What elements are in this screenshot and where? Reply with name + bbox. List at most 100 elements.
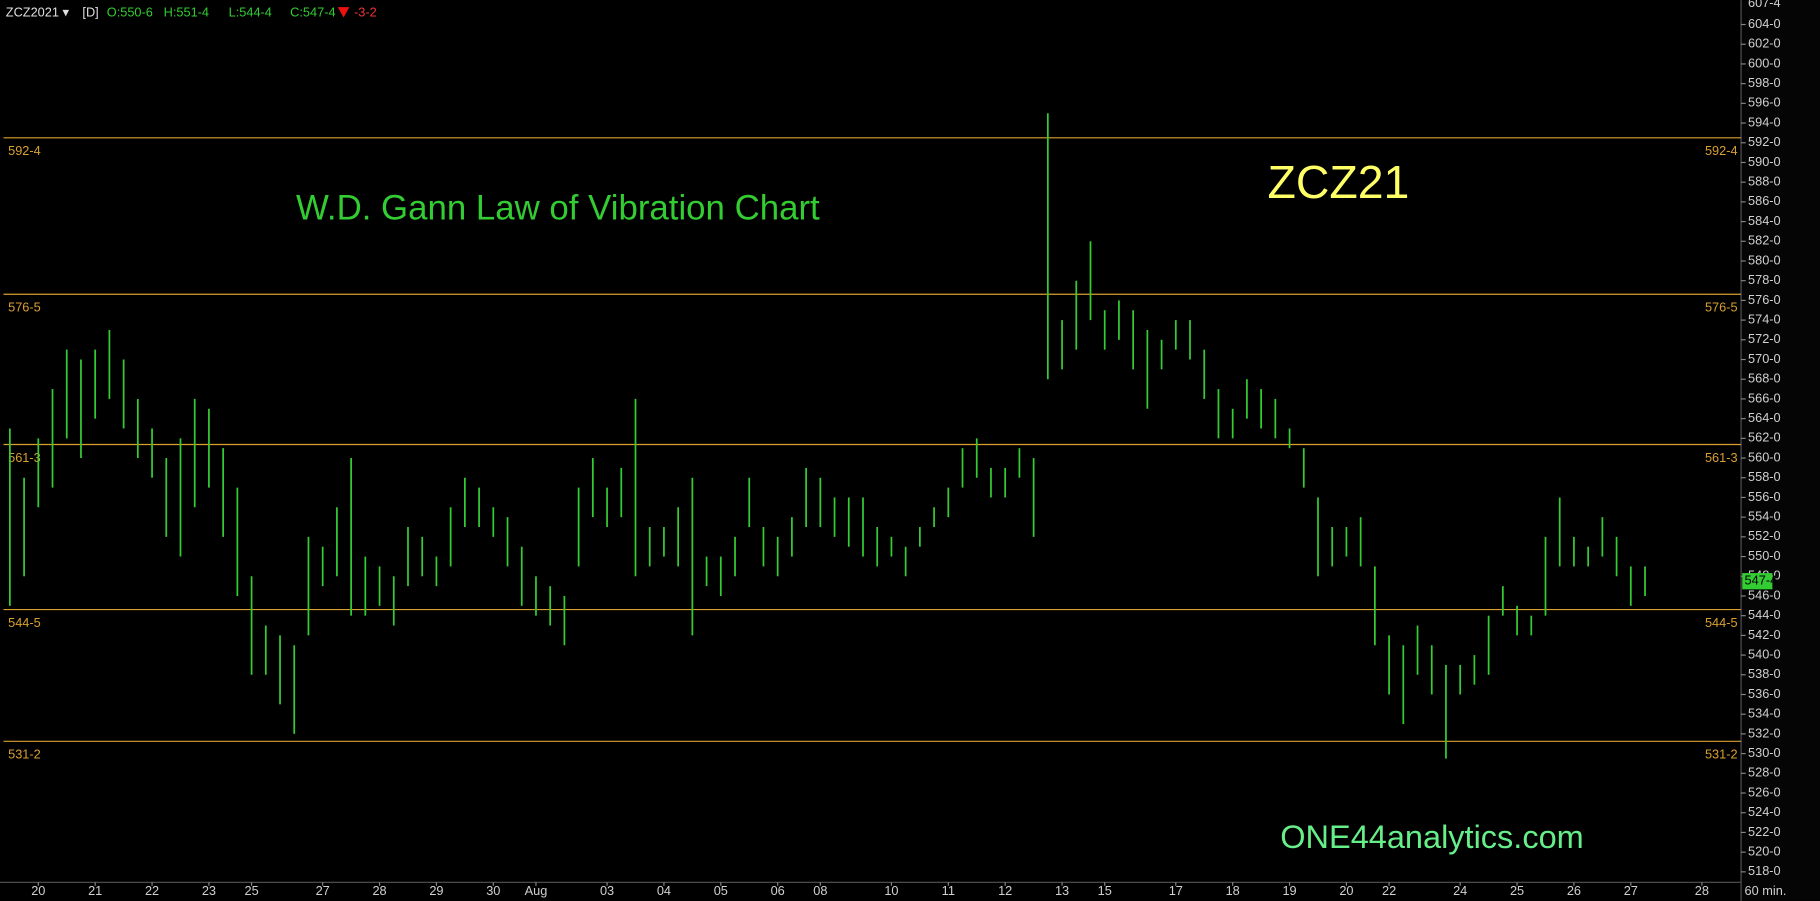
y-tick-label: 600-0 xyxy=(1748,55,1781,70)
x-tick-label: 28 xyxy=(372,883,386,898)
y-tick-label: 592-0 xyxy=(1748,134,1781,149)
x-tick-label: 12 xyxy=(998,883,1012,898)
last-price-label: 547-4 xyxy=(1745,573,1778,588)
level-label-left: 592-4 xyxy=(8,143,41,158)
x-tick-label: 27 xyxy=(316,883,330,898)
y-tick-label: 566-0 xyxy=(1748,390,1781,405)
level-label-right: 576-5 xyxy=(1705,300,1738,315)
y-tick-label: 574-0 xyxy=(1748,311,1781,326)
y-tick-label: 536-0 xyxy=(1748,686,1781,701)
y-tick-label: 544-0 xyxy=(1748,607,1781,622)
level-label-right: 544-5 xyxy=(1705,615,1738,630)
y-tick-label: 584-0 xyxy=(1748,213,1781,228)
x-tick-label: 13 xyxy=(1055,883,1069,898)
y-tick-label: 580-0 xyxy=(1748,252,1781,267)
x-tick-label: 20 xyxy=(31,883,45,898)
x-tick-label: 03 xyxy=(600,883,614,898)
y-tick-label: 554-0 xyxy=(1748,509,1781,524)
y-tick-label: 596-0 xyxy=(1748,95,1781,110)
symbol-label: ZCZ21 xyxy=(1268,156,1410,208)
level-label-right: 592-4 xyxy=(1705,143,1738,158)
y-tick-label: 558-0 xyxy=(1748,469,1781,484)
header-interval[interactable]: [D] xyxy=(82,4,98,19)
x-tick-label: 23 xyxy=(202,883,216,898)
y-tick-label: 578-0 xyxy=(1748,272,1781,287)
y-tick-label: 534-0 xyxy=(1748,706,1781,721)
header-close: C:547-4 xyxy=(290,4,335,19)
timeframe-label[interactable]: 60 min. xyxy=(1745,883,1787,898)
x-tick-label: 19 xyxy=(1282,883,1296,898)
y-tick-label: 562-0 xyxy=(1748,430,1781,445)
level-label-left: 544-5 xyxy=(8,615,41,630)
level-label-right: 531-2 xyxy=(1705,747,1738,762)
header-change: -3-2 xyxy=(354,4,377,19)
x-tick-label: 26 xyxy=(1567,883,1581,898)
x-tick-label: 10 xyxy=(884,883,898,898)
y-tick-label: 522-0 xyxy=(1748,824,1781,839)
header-high: H:551-4 xyxy=(164,4,209,19)
y-tick-label: 607-4 xyxy=(1748,0,1781,10)
x-tick-label: 17 xyxy=(1169,883,1183,898)
down-arrow xyxy=(337,7,350,18)
y-tick-label: 530-0 xyxy=(1748,745,1781,760)
x-tick-label: 04 xyxy=(657,883,671,898)
y-tick-label: 582-0 xyxy=(1748,233,1781,248)
y-tick-label: 572-0 xyxy=(1748,331,1781,346)
level-label-left: 561-3 xyxy=(8,450,41,465)
x-tick-label: 21 xyxy=(88,883,102,898)
y-tick-label: 576-0 xyxy=(1748,292,1781,307)
y-tick-label: 598-0 xyxy=(1748,75,1781,90)
y-tick-label: 526-0 xyxy=(1748,784,1781,799)
price-axis-area xyxy=(1741,0,1820,901)
y-tick-label: 570-0 xyxy=(1748,351,1781,366)
y-tick-label: 520-0 xyxy=(1748,844,1781,859)
y-tick-label: 604-0 xyxy=(1748,16,1781,31)
y-tick-label: 564-0 xyxy=(1748,410,1781,425)
y-tick-label: 552-0 xyxy=(1748,528,1781,543)
x-tick-label: 25 xyxy=(1510,883,1524,898)
y-tick-label: 602-0 xyxy=(1748,36,1781,51)
y-tick-label: 590-0 xyxy=(1748,154,1781,169)
x-tick-label: Aug xyxy=(525,883,548,898)
x-tick-label: 28 xyxy=(1695,883,1709,898)
x-tick-label: 08 xyxy=(813,883,827,898)
chart-title: W.D. Gann Law of Vibration Chart xyxy=(296,188,820,227)
x-tick-label: 22 xyxy=(1382,883,1396,898)
level-label-left: 576-5 xyxy=(8,300,41,315)
y-tick-label: 550-0 xyxy=(1748,548,1781,563)
y-tick-label: 532-0 xyxy=(1748,725,1781,740)
y-tick-label: 568-0 xyxy=(1748,371,1781,386)
y-tick-label: 556-0 xyxy=(1748,489,1781,504)
x-tick-label: 24 xyxy=(1453,883,1467,898)
x-tick-label: 18 xyxy=(1226,883,1240,898)
x-tick-label: 22 xyxy=(145,883,159,898)
y-tick-label: 540-0 xyxy=(1748,646,1781,661)
y-tick-label: 528-0 xyxy=(1748,765,1781,780)
x-tick-label: 30 xyxy=(486,883,500,898)
last-price-marker xyxy=(1742,573,1773,590)
y-tick-label: 518-0 xyxy=(1748,863,1781,878)
y-tick-label: 546-0 xyxy=(1748,587,1781,602)
x-tick-label: 05 xyxy=(714,883,728,898)
x-tick-label: 25 xyxy=(244,883,258,898)
x-tick-label: 15 xyxy=(1098,883,1112,898)
header-open: O:550-6 xyxy=(107,4,153,19)
x-tick-label: 20 xyxy=(1339,883,1353,898)
x-tick-label: 06 xyxy=(771,883,785,898)
y-tick-label: 524-0 xyxy=(1748,804,1781,819)
watermark: ONE44analytics.com xyxy=(1280,819,1583,855)
level-label-right: 561-3 xyxy=(1705,450,1738,465)
plot: 518-0 520-0 522-0 524-0 526-0 528-0 530-0 532-0… xyxy=(3,0,1781,898)
y-tick-label: 538-0 xyxy=(1748,666,1781,681)
x-tick-label: 27 xyxy=(1624,883,1638,898)
y-tick-label: 588-0 xyxy=(1748,174,1781,189)
y-tick-label: 542-0 xyxy=(1748,627,1781,642)
y-tick-label: 560-0 xyxy=(1748,449,1781,464)
level-label-left: 531-2 xyxy=(8,747,41,762)
x-tick-label: 29 xyxy=(429,883,443,898)
header-symbol[interactable]: ZCZ2021 ▾ xyxy=(6,4,70,19)
x-tick-label: 11 xyxy=(942,883,955,898)
